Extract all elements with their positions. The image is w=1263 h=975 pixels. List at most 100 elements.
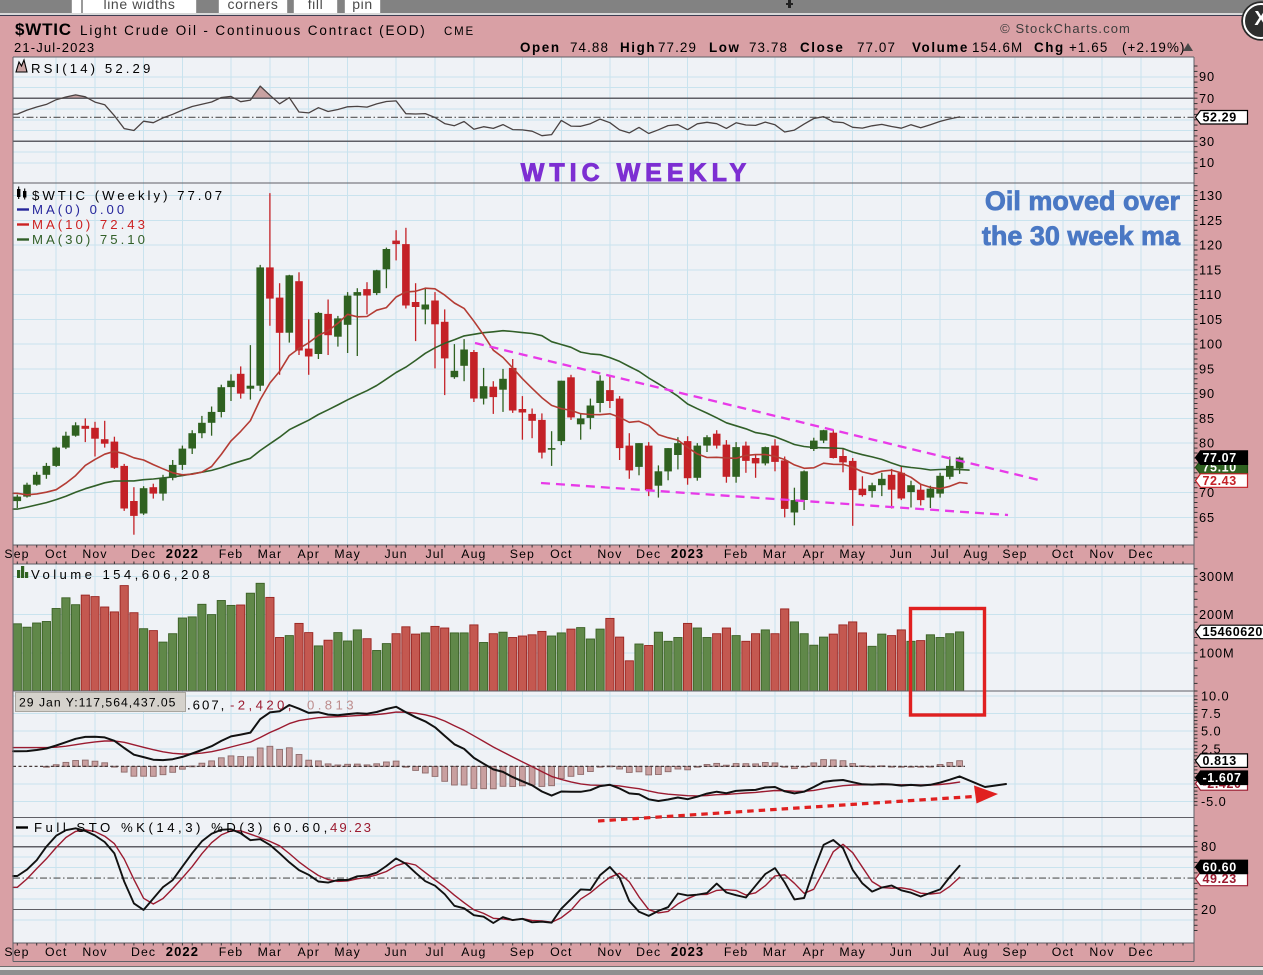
svg-text:Oct: Oct	[1052, 945, 1074, 959]
svg-text:2.5: 2.5	[1201, 741, 1222, 756]
svg-text:MA(10) 72.43: MA(10) 72.43	[32, 217, 148, 232]
svg-text:Dec: Dec	[1128, 945, 1153, 959]
svg-text:CME: CME	[444, 26, 475, 38]
svg-text:154.6M: 154.6M	[972, 40, 1023, 55]
svg-text:2023: 2023	[671, 944, 704, 959]
svg-text:Volume: Volume	[912, 40, 969, 55]
svg-text:Sep: Sep	[510, 945, 535, 959]
svg-text:Nov: Nov	[82, 547, 107, 561]
svg-text:Jun: Jun	[890, 945, 913, 959]
svg-text:Chg: Chg	[1034, 40, 1065, 55]
svg-text:65: 65	[1199, 510, 1215, 525]
svg-text:105: 105	[1199, 312, 1223, 327]
svg-text:100: 100	[1199, 337, 1223, 352]
svg-text:Oct: Oct	[550, 547, 572, 561]
svg-text:110: 110	[1199, 287, 1222, 302]
svg-text:High: High	[620, 40, 656, 55]
svg-text:Jul: Jul	[425, 945, 444, 959]
svg-text:77.07: 77.07	[857, 40, 896, 55]
svg-text:Oct: Oct	[550, 945, 572, 959]
svg-text:300M: 300M	[1199, 569, 1235, 584]
svg-text:77.07: 77.07	[1203, 451, 1237, 465]
svg-text:Open: Open	[520, 40, 561, 55]
svg-text:Full STO %K(14,3) %D(3) 60.60,: Full STO %K(14,3) %D(3) 60.60,	[34, 820, 331, 835]
svg-text:Jun: Jun	[385, 547, 408, 561]
svg-text:115: 115	[1199, 262, 1222, 277]
svg-text:100M: 100M	[1199, 645, 1235, 660]
svg-text:© StockCharts.com: © StockCharts.com	[1000, 21, 1131, 36]
svg-text:Close: Close	[800, 40, 844, 55]
svg-text:Jul: Jul	[931, 547, 950, 561]
svg-text:73.78: 73.78	[749, 40, 788, 55]
svg-text:74.88: 74.88	[570, 40, 609, 55]
svg-text:Mar: Mar	[258, 945, 282, 959]
svg-text:Apr: Apr	[803, 945, 825, 959]
svg-text:72.43: 72.43	[1203, 474, 1237, 488]
svg-text:90: 90	[1199, 69, 1215, 84]
svg-text:Mar: Mar	[763, 945, 787, 959]
svg-text:Nov: Nov	[82, 945, 107, 959]
svg-text:Feb: Feb	[724, 945, 749, 959]
svg-text:154606208: 154606208	[1203, 625, 1263, 639]
svg-text:80: 80	[1201, 839, 1217, 854]
svg-text:52.29: 52.29	[1203, 111, 1237, 125]
svg-text:125: 125	[1199, 213, 1223, 228]
svg-text:Apr: Apr	[297, 945, 319, 959]
svg-text:90: 90	[1199, 386, 1215, 401]
svg-text:2022: 2022	[166, 944, 199, 959]
svg-text:RSI(14) 52.29: RSI(14) 52.29	[31, 61, 153, 76]
svg-text:Jul: Jul	[931, 945, 950, 959]
svg-text:Dec: Dec	[636, 945, 661, 959]
svg-text:130: 130	[1199, 188, 1223, 203]
svg-text:Apr: Apr	[297, 547, 319, 561]
svg-text:Oct: Oct	[1052, 547, 1074, 561]
svg-text:Oct: Oct	[45, 945, 67, 959]
svg-text:29 Jan Y:117,564,437.05: 29 Jan Y:117,564,437.05	[19, 696, 176, 710]
svg-text:5.0: 5.0	[1201, 724, 1222, 739]
svg-text:7.5: 7.5	[1201, 706, 1222, 721]
svg-text:Dec: Dec	[131, 547, 156, 561]
svg-text:Feb: Feb	[219, 945, 244, 959]
svg-text:Sep: Sep	[1002, 945, 1027, 959]
svg-text:2022: 2022	[166, 546, 199, 561]
svg-text:Jun: Jun	[890, 547, 913, 561]
svg-text:Nov: Nov	[1089, 547, 1114, 561]
svg-text:Aug: Aug	[963, 945, 988, 959]
svg-text:Aug: Aug	[461, 945, 486, 959]
svg-text:MA(30) 75.10: MA(30) 75.10	[32, 232, 148, 247]
svg-text:May: May	[334, 547, 361, 561]
svg-text:(+2.19%): (+2.19%)	[1122, 40, 1186, 55]
svg-text:.607,: .607,	[187, 698, 226, 713]
svg-text:49.23: 49.23	[1203, 872, 1237, 886]
svg-text:Jul: Jul	[425, 547, 444, 561]
svg-text:0.813: 0.813	[307, 698, 357, 713]
svg-text:$WTIC (Weekly) 77.07: $WTIC (Weekly) 77.07	[32, 188, 225, 203]
svg-text:May: May	[334, 945, 361, 959]
svg-text:77.29: 77.29	[658, 40, 697, 55]
svg-text:Dec: Dec	[636, 547, 661, 561]
svg-text:0.813: 0.813	[1203, 754, 1237, 768]
svg-text:Oct: Oct	[45, 547, 67, 561]
svg-text:-5.0: -5.0	[1201, 794, 1227, 809]
svg-text:May: May	[839, 547, 866, 561]
svg-text:95: 95	[1199, 361, 1215, 376]
svg-text:Volume 154,606,208: Volume 154,606,208	[31, 567, 213, 582]
svg-text:Sep: Sep	[510, 547, 535, 561]
svg-text:Dec: Dec	[131, 945, 156, 959]
svg-text:Jun: Jun	[385, 945, 408, 959]
svg-text:2023: 2023	[671, 546, 704, 561]
svg-text:Aug: Aug	[461, 547, 486, 561]
svg-text:Low: Low	[709, 40, 741, 55]
svg-text:70: 70	[1199, 485, 1215, 500]
svg-text:10: 10	[1199, 155, 1215, 170]
svg-text:Dec: Dec	[1128, 547, 1153, 561]
svg-text:the 30 week ma: the 30 week ma	[982, 221, 1181, 251]
svg-text:80: 80	[1199, 436, 1215, 451]
svg-text:70: 70	[1199, 91, 1215, 106]
svg-text:60.60: 60.60	[1203, 860, 1237, 874]
svg-text:Nov: Nov	[597, 547, 622, 561]
svg-text:21-Jul-2023: 21-Jul-2023	[14, 40, 95, 55]
svg-text:+1.65: +1.65	[1069, 40, 1108, 55]
svg-text:Sep: Sep	[1002, 547, 1027, 561]
svg-text:30: 30	[1199, 134, 1215, 149]
